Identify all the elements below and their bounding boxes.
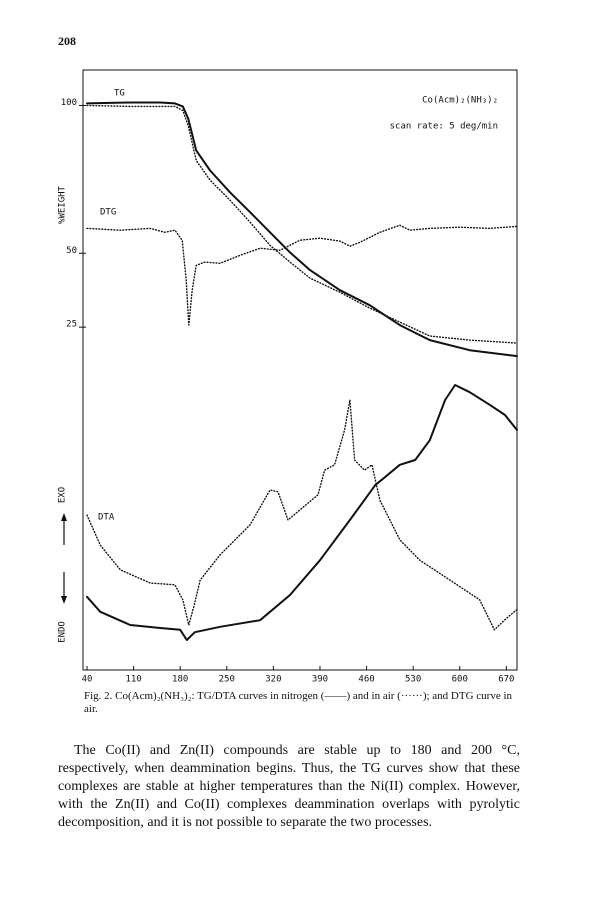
x-tick-label: 530: [405, 675, 421, 685]
endo-arrow: [61, 572, 67, 604]
dtg-label: DTG: [100, 208, 116, 218]
x-tick-label: 390: [312, 675, 328, 685]
x-tick-label: 180: [172, 675, 188, 685]
page-number: 208: [58, 34, 76, 48]
body-paragraph: The Co(II) and Zn(II) compounds are stab…: [58, 743, 520, 830]
curve: [86, 104, 518, 344]
figure-caption: Fig. 2. Co(Acm)₂(NH₃)₂: TG/DTA curves in…: [84, 690, 513, 715]
x-tick-label: 40: [82, 675, 93, 685]
x-tick-label: 600: [452, 675, 468, 685]
plot-frame: [82, 69, 518, 671]
y-tick-label: 25: [66, 320, 77, 330]
y-axis-label: %WEIGHT: [58, 185, 68, 224]
scan-rate-label: scan rate: 5 deg/min: [390, 122, 498, 132]
curve: [86, 101, 518, 358]
x-tick-label: 320: [265, 675, 281, 685]
exo-label: EXO: [58, 487, 68, 503]
y-tick-label: 100: [61, 98, 77, 108]
x-tick-label: 670: [498, 675, 514, 685]
exo-arrow: [61, 513, 67, 545]
x-tick-label: 250: [219, 675, 235, 685]
tg-label: TG: [114, 89, 125, 99]
endo-label: ENDO: [58, 621, 68, 643]
curve: [86, 224, 518, 326]
dta-label: DTA: [98, 513, 115, 523]
y-tick-label: 50: [66, 246, 77, 256]
x-tick-label: 460: [358, 675, 374, 685]
figure: 208 %WEIGHT EXO ENDO TG DTG DTA Co(Acm)₂…: [58, 34, 518, 685]
curve: [86, 384, 518, 641]
x-tick-label: 110: [125, 675, 141, 685]
compound-label: Co(Acm)₂(NH₃)₂: [422, 96, 498, 106]
curve: [86, 399, 517, 631]
